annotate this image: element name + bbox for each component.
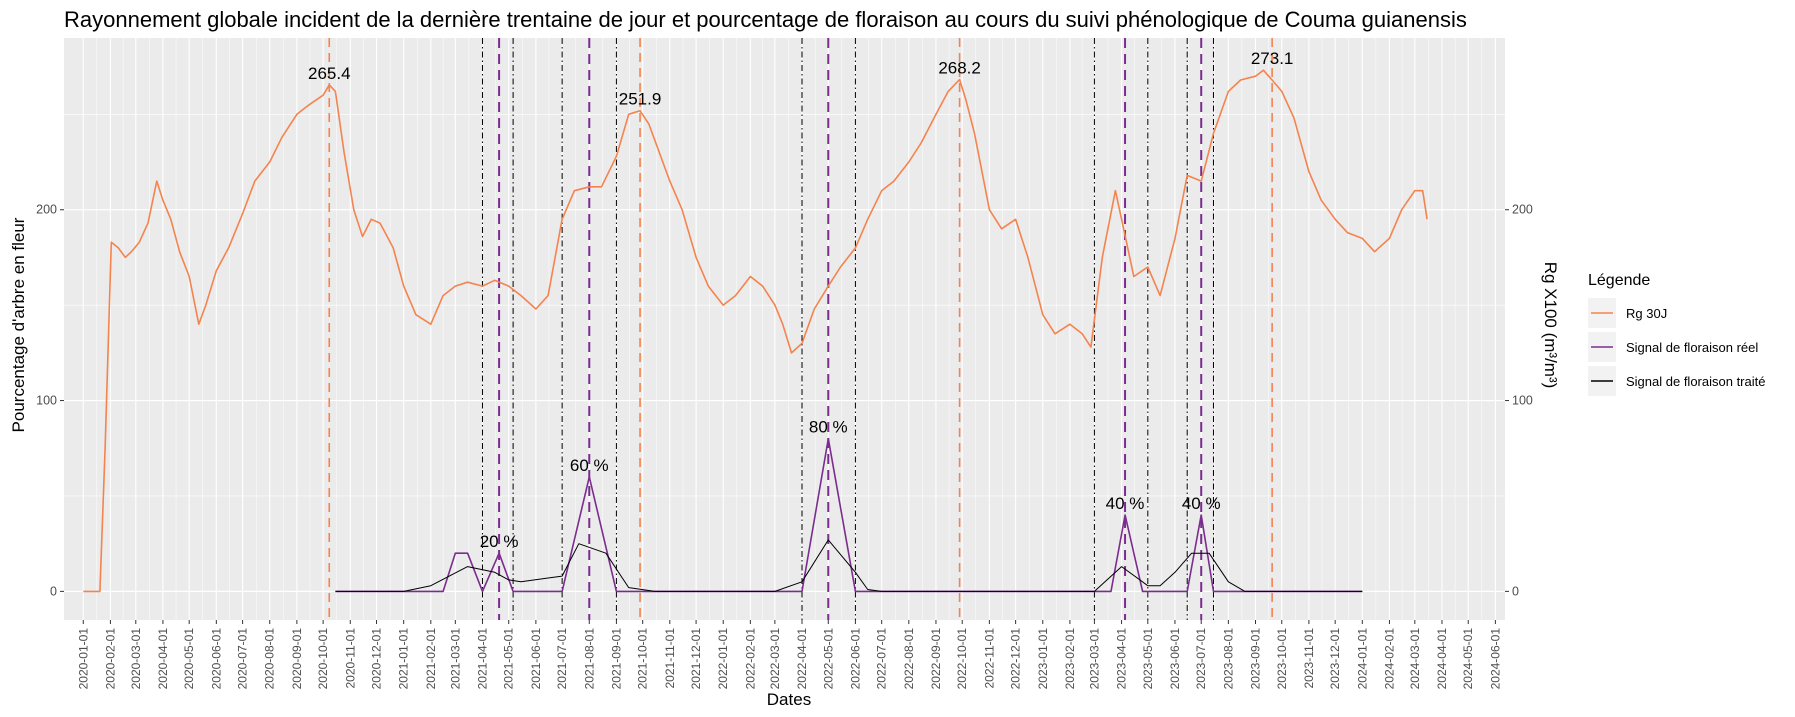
x-tick-label: 2023-09-01 xyxy=(1248,628,1262,690)
x-tick-label: 2023-06-01 xyxy=(1168,628,1182,690)
x-tick-label: 2022-04-01 xyxy=(795,628,809,690)
x-tick-label: 2024-03-01 xyxy=(1408,628,1422,690)
annotation-label: 268.2 xyxy=(938,59,981,78)
x-tick-label: 2022-08-01 xyxy=(902,628,916,690)
x-tick-label: 2020-03-01 xyxy=(129,628,143,690)
x-tick-label: 2024-06-01 xyxy=(1488,628,1502,690)
x-tick-label: 2020-07-01 xyxy=(236,628,250,690)
x-tick-label: 2021-12-01 xyxy=(689,628,703,690)
x-tick-label: 2022-03-01 xyxy=(768,628,782,690)
x-tick-label: 2023-11-01 xyxy=(1302,628,1316,689)
annotation-label: 80 % xyxy=(809,418,848,437)
x-tick-label: 2022-01-01 xyxy=(716,628,730,690)
x-tick-label: 2020-06-01 xyxy=(209,628,223,690)
x-tick-label: 2022-12-01 xyxy=(1009,628,1023,690)
x-tick-label: 2021-02-01 xyxy=(424,628,438,690)
x-tick-label: 2023-08-01 xyxy=(1221,628,1235,690)
x-tick-label: 2020-02-01 xyxy=(103,628,117,690)
y-right-tick-label: 100 xyxy=(1512,394,1533,408)
x-tick-label: 2021-09-01 xyxy=(609,628,623,690)
series-lines xyxy=(83,69,1428,593)
x-tick-label: 2023-07-01 xyxy=(1194,628,1208,690)
y-tick-label: 100 xyxy=(36,394,57,408)
x-tick-label: 2022-09-01 xyxy=(929,628,943,690)
x-tick-label: 2024-01-01 xyxy=(1355,628,1369,690)
x-tick-label: 2021-03-01 xyxy=(448,628,462,690)
x-tick-label: 2020-10-01 xyxy=(316,628,330,690)
x-tick-label: 2022-07-01 xyxy=(875,628,889,690)
x-tick-label: 2022-10-01 xyxy=(955,628,969,690)
annotation-label: 265.4 xyxy=(308,64,351,83)
y-axis-right-title: Rg X100 (m³/m³) xyxy=(1541,262,1560,389)
annotation-label: 273.1 xyxy=(1251,49,1294,68)
series-line-3 xyxy=(335,539,1363,592)
x-tick-label: 2021-04-01 xyxy=(475,628,489,690)
y-axis: 0 0 100 100 200 200 xyxy=(36,203,1533,599)
series-line-2 xyxy=(335,437,1363,593)
x-tick-label: 2023-01-01 xyxy=(1036,628,1050,690)
y-tick-label: 0 xyxy=(50,584,57,598)
y-right-tick-label: 0 xyxy=(1512,584,1519,598)
x-tick-label: 2021-01-01 xyxy=(397,628,411,690)
x-tick-label: 2023-02-01 xyxy=(1063,628,1077,690)
legend: Légende Rg 30J Signal de floraison réel Si… xyxy=(1588,272,1765,396)
annotations: 265.4 251.9 268.2 273.1 20 % 60 % 80 % 40 % 40 % xyxy=(308,49,1293,551)
y-right-tick-label: 200 xyxy=(1512,203,1533,217)
series-line-1 xyxy=(83,69,1428,593)
x-tick-label: 2024-02-01 xyxy=(1382,628,1396,690)
x-tick-label: 2020-11-01 xyxy=(343,628,357,689)
x-tick-label: 2021-05-01 xyxy=(502,628,516,690)
x-tick-label: 2023-03-01 xyxy=(1087,628,1101,690)
x-tick-label: 2020-12-01 xyxy=(370,628,384,690)
x-tick-label: 2022-02-01 xyxy=(743,628,757,690)
x-tick-label: 2021-07-01 xyxy=(555,628,569,690)
x-tick-label: 2020-05-01 xyxy=(182,628,196,690)
legend-title: Légende xyxy=(1588,272,1650,289)
chart-title: Rayonnement globale incident de la derni… xyxy=(64,7,1467,32)
x-tick-label: 2020-09-01 xyxy=(290,628,304,690)
x-tick-label: 2023-04-01 xyxy=(1115,628,1129,690)
x-tick-label: 2023-05-01 xyxy=(1141,628,1155,690)
y-axis-title: Pourcentage d'arbre en fleur xyxy=(9,217,28,432)
y-tick-label: 200 xyxy=(36,203,57,217)
annotation-label: 40 % xyxy=(1182,494,1221,513)
x-tick-label: 2021-08-01 xyxy=(582,628,596,690)
x-tick-label: 2020-08-01 xyxy=(263,628,277,690)
legend-entry: Signal de floraison réel xyxy=(1626,340,1758,355)
annotation-label: 20 % xyxy=(480,532,519,551)
x-tick-label: 2021-06-01 xyxy=(529,628,543,690)
legend-entry: Rg 30J xyxy=(1626,306,1667,321)
grid-lines xyxy=(64,38,1505,620)
x-tick-label: 2022-11-01 xyxy=(982,628,996,689)
x-tick-label: 2020-04-01 xyxy=(156,628,170,690)
x-tick-label: 2022-05-01 xyxy=(821,628,835,690)
annotation-label: 40 % xyxy=(1106,494,1145,513)
x-axis-title: Dates xyxy=(767,690,811,709)
annotation-label: 251.9 xyxy=(619,90,662,109)
x-tick-label: 2021-11-01 xyxy=(663,628,677,689)
x-tick-label: 2023-10-01 xyxy=(1275,628,1289,690)
x-tick-label: 2022-06-01 xyxy=(848,628,862,690)
x-tick-label: 2021-10-01 xyxy=(636,628,650,690)
x-axis: 2020-01-01 2020-02-01 2020-03-01 2020-04-01… xyxy=(76,620,1502,689)
x-tick-label: 2024-05-01 xyxy=(1461,628,1475,690)
annotation-label: 60 % xyxy=(570,456,609,475)
legend-entry: Signal de floraison traité xyxy=(1626,374,1765,389)
x-tick-label: 2023-12-01 xyxy=(1328,628,1342,690)
x-tick-label: 2020-01-01 xyxy=(76,628,90,690)
x-tick-label: 2024-04-01 xyxy=(1435,628,1449,690)
